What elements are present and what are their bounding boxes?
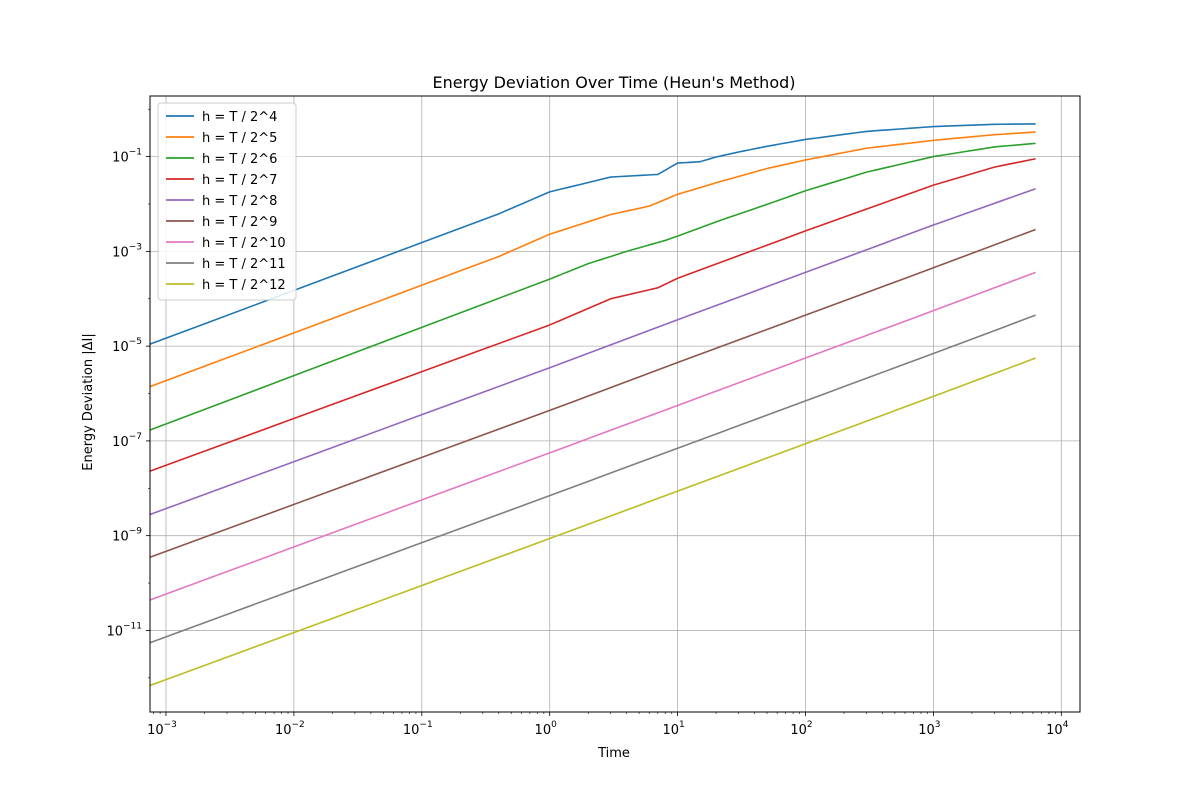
series-line-4 <box>149 123 1036 345</box>
y-tick-label-exp: −11 <box>123 621 142 631</box>
y-tick-label: 10−9 <box>112 527 142 545</box>
y-tick-label-base: 10 <box>112 340 129 355</box>
series-line-7 <box>149 157 1036 472</box>
x-tick-label: 10−3 <box>147 720 177 738</box>
legend-label: h = T / 2^12 <box>202 278 286 293</box>
legend-entry: h = T / 2^12 <box>166 278 286 293</box>
series-line-12 <box>149 357 1036 687</box>
x-tick-label-exp: 2 <box>807 720 813 730</box>
legend-entry: h = T / 2^11 <box>166 257 286 272</box>
x-tick-label: 10−1 <box>403 720 433 738</box>
legend-label: h = T / 2^7 <box>202 173 277 188</box>
series-line-11 <box>149 314 1036 644</box>
y-tick-label: 10−5 <box>112 337 142 355</box>
legend-label: h = T / 2^5 <box>202 131 277 146</box>
x-axis-title: Time <box>597 746 630 761</box>
series-layer <box>149 123 1036 687</box>
y-tick-label-base: 10 <box>112 530 129 545</box>
x-tick-label: 101 <box>662 720 684 738</box>
legend-label: h = T / 2^9 <box>202 215 277 230</box>
legend-label: h = T / 2^8 <box>202 194 277 209</box>
legend-entry: h = T / 2^9 <box>166 215 277 230</box>
y-tick-label: 10−1 <box>112 148 142 166</box>
y-tick-label-base: 10 <box>112 151 129 166</box>
x-tick-label: 10−2 <box>275 720 305 738</box>
x-tick-label-base: 10 <box>918 723 935 738</box>
x-tick-label-base: 10 <box>275 723 292 738</box>
y-tick-label-base: 10 <box>112 435 129 450</box>
axis-ticks: 10−3 10−2 10−1 100 101 102 103 10410−1110−910−7… <box>106 108 1069 738</box>
y-tick-label: 10−11 <box>106 621 142 639</box>
legend-entry: h = T / 2^6 <box>166 152 277 167</box>
legend: h = T / 2^4 h = T / 2^5 h = T / 2^6 h = T /… <box>157 102 297 301</box>
legend-label: h = T / 2^10 <box>202 236 286 251</box>
plot-frame <box>149 95 1081 713</box>
x-tick-label-exp: 0 <box>551 720 557 730</box>
x-tick-label: 102 <box>790 720 812 738</box>
x-tick-label-base: 10 <box>1046 723 1063 738</box>
legend-entry: h = T / 2^8 <box>166 194 277 209</box>
series-line-9 <box>149 228 1036 559</box>
series-line-6 <box>149 142 1036 431</box>
x-tick-label-base: 10 <box>535 723 552 738</box>
legend-box <box>157 102 297 301</box>
legend-entry: h = T / 2^4 <box>166 110 277 125</box>
legend-entry: h = T / 2^7 <box>166 173 277 188</box>
series-line-5 <box>149 131 1036 388</box>
legend-label: h = T / 2^11 <box>202 257 286 272</box>
x-tick-label: 103 <box>918 720 940 738</box>
y-tick-label-exp: −1 <box>129 148 142 158</box>
y-tick-label-base: 10 <box>106 624 123 639</box>
y-tick-label: 10−3 <box>112 242 142 260</box>
series-line-8 <box>149 187 1036 516</box>
y-tick-label-exp: −3 <box>129 242 142 252</box>
legend-entry: h = T / 2^5 <box>166 131 277 146</box>
x-tick-label-exp: −2 <box>292 720 305 730</box>
legend-label: h = T / 2^4 <box>202 110 277 125</box>
x-tick-label-base: 10 <box>790 723 807 738</box>
x-tick-label-base: 10 <box>662 723 679 738</box>
x-tick-label-exp: 1 <box>679 720 685 730</box>
y-tick-label-base: 10 <box>112 245 129 260</box>
y-tick-label: 10−7 <box>112 432 142 450</box>
y-tick-label-exp: −5 <box>129 337 142 347</box>
x-tick-label-base: 10 <box>147 723 164 738</box>
legend-label: h = T / 2^6 <box>202 152 277 167</box>
y-tick-label-exp: −7 <box>129 432 142 442</box>
grid-lines <box>150 96 1080 712</box>
x-tick-label-exp: −1 <box>419 720 432 730</box>
x-tick-label-exp: −3 <box>164 720 177 730</box>
y-tick-label-exp: −9 <box>129 527 143 537</box>
x-tick-label: 104 <box>1046 720 1069 738</box>
x-tick-label-base: 10 <box>403 723 420 738</box>
x-tick-label: 100 <box>535 720 558 738</box>
series-line-10 <box>149 271 1036 601</box>
chart-title: Energy Deviation Over Time (Heun's Metho… <box>433 73 796 92</box>
legend-entry: h = T / 2^10 <box>166 236 286 251</box>
x-tick-label-exp: 4 <box>1063 720 1069 730</box>
x-tick-label-exp: 3 <box>935 720 941 730</box>
y-axis-title: Energy Deviation |ΔI| <box>81 333 96 470</box>
